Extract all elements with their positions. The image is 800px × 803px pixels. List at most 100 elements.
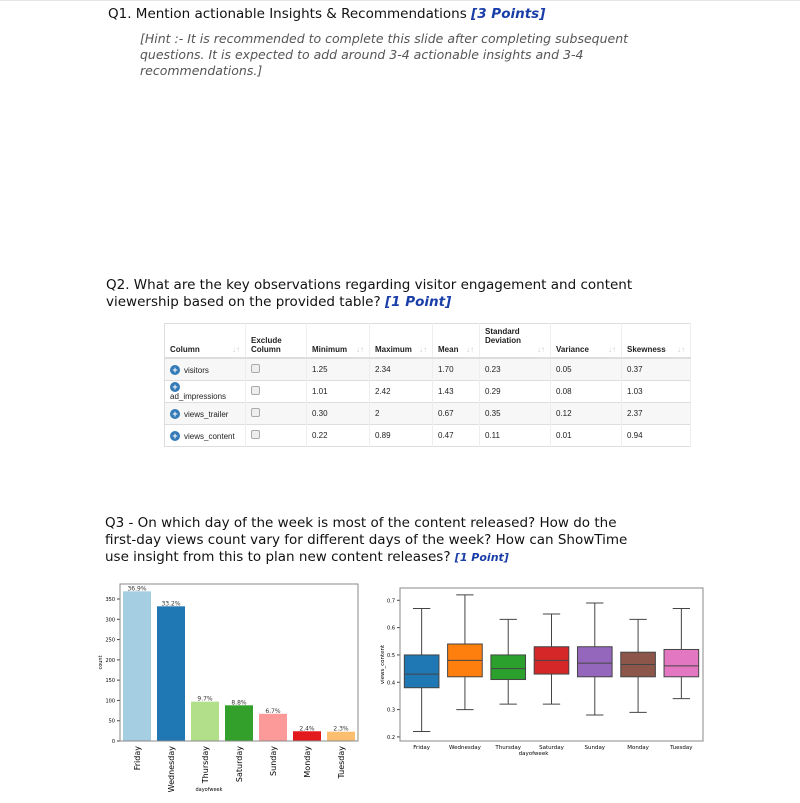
cell-value: 0.94 [621, 424, 691, 447]
x-tick-label: Thursday [494, 745, 521, 751]
bar [123, 591, 151, 741]
header-label: Variance [556, 345, 589, 354]
x-tick-label: Saturday [235, 746, 244, 782]
bar [259, 713, 287, 741]
box [490, 654, 527, 681]
release-count-bar-chart: 0 50 100 150 200 250 300 350 36.9% Friday 33.2% Wed… [98, 583, 359, 793]
cell-value: 0.30 [306, 402, 370, 425]
exclude-checkbox[interactable] [251, 386, 260, 395]
top-divider [0, 0, 800, 1]
header-label: Minimum [312, 345, 348, 354]
bar [327, 731, 355, 741]
y-tick-label: 250 [105, 638, 115, 644]
box [403, 654, 440, 689]
bar-data-label: 2.3% [333, 726, 349, 733]
cell-value: 2.37 [621, 402, 691, 425]
cell [245, 402, 307, 425]
cell-value: 1.43 [432, 380, 480, 403]
x-tick-label: Tuesday [337, 746, 346, 780]
y-tick-label: 350 [105, 597, 115, 603]
bar-data-label: 8.8% [231, 699, 247, 706]
y-tick-label: 0 [112, 739, 115, 745]
table-row: + views_content 0.22 0.89 0.47 0.11 0.01 0.94 [164, 424, 691, 447]
plot-frame [119, 583, 359, 742]
y-tick-label: 100 [105, 698, 115, 704]
column-header[interactable]: Variance ↓↑ [550, 323, 622, 359]
exclude-checkbox[interactable] [251, 430, 260, 439]
y-axis-label: count [98, 655, 104, 669]
sort-icon[interactable]: ↓↑ [537, 345, 545, 354]
expand-icon[interactable]: + [170, 364, 180, 375]
x-tick-label: Wednesday [167, 746, 176, 793]
sort-icon[interactable]: ↓↑ [466, 345, 474, 354]
column-header[interactable]: Standard Deviation ↓↑ [479, 323, 551, 359]
sort-icon[interactable]: ↓↑ [419, 345, 427, 354]
table-row: + visitors 1.25 2.34 1.70 0.23 0.05 0.37 [164, 357, 691, 381]
y-tick-label: 0.6 [387, 626, 395, 632]
expand-icon[interactable]: + [170, 382, 180, 392]
bar-data-label: 9.7% [197, 696, 213, 703]
bar [191, 701, 219, 741]
cell-value: 0.11 [479, 424, 551, 447]
box [576, 646, 613, 678]
x-tick-label: Thursday [201, 746, 210, 784]
cell [245, 380, 307, 403]
exclude-checkbox[interactable] [251, 408, 260, 417]
sort-icon[interactable]: ↓↑ [608, 345, 616, 354]
y-tick-label: 0.5 [387, 653, 395, 659]
column-name: views_trailer [184, 409, 229, 419]
q1-hint: [Hint :- It is recommended to complete t… [140, 31, 629, 78]
column-name: visitors [184, 365, 209, 375]
column-header[interactable]: Maximum ↓↑ [369, 323, 433, 359]
header-label: Column [170, 345, 200, 354]
bar [157, 606, 185, 741]
box [663, 648, 700, 678]
cell-value: 2.34 [369, 357, 433, 381]
column-header[interactable]: Skewness ↓↑ [621, 323, 691, 359]
bar-data-label: 36.9% [127, 585, 146, 592]
sort-icon[interactable]: ↓↑ [356, 345, 364, 354]
bar [293, 731, 321, 741]
x-tick-label: Friday [413, 745, 430, 751]
cell-value: 0.22 [306, 424, 370, 447]
expand-icon[interactable]: + [170, 430, 180, 441]
cell-value: 1.01 [306, 380, 370, 403]
exclude-checkbox[interactable] [251, 364, 260, 373]
x-tick-label: Sunday [269, 746, 278, 776]
column-name: ad_impressions [170, 392, 227, 401]
plot-frame [399, 587, 704, 742]
cell-value: 0.47 [432, 424, 480, 447]
summary-stats-table: Column ↓↑ Exclude Column Minimum ↓↑ Maximum ↓↑… [164, 323, 691, 447]
column-header[interactable]: Exclude Column [245, 323, 307, 359]
y-axis-label: views_content [380, 644, 386, 684]
cell-value: 1.25 [306, 357, 370, 381]
x-tick-label: Wednesday [449, 745, 482, 751]
x-tick-label: Friday [133, 746, 142, 771]
header-label: Standard Deviation [485, 327, 522, 345]
cell-value: 0.08 [550, 380, 622, 403]
q3-heading: Q3 - On which day of the week is most of… [105, 515, 628, 565]
column-header[interactable]: Column ↓↑ [164, 323, 246, 359]
header-label: Maximum [375, 345, 412, 354]
sort-icon[interactable]: ↓↑ [232, 345, 240, 354]
column-header[interactable]: Minimum ↓↑ [306, 323, 370, 359]
x-tick-label: Saturday [539, 745, 565, 751]
column-header[interactable]: Mean ↓↑ [432, 323, 480, 359]
cell-value: 0.23 [479, 357, 551, 381]
sort-icon[interactable]: ↓↑ [677, 345, 685, 354]
y-tick-label: 150 [105, 678, 115, 684]
cell [245, 424, 307, 447]
column-name: views_content [184, 431, 235, 441]
y-tick-label: 0.4 [387, 680, 395, 686]
cell-value: 0.01 [550, 424, 622, 447]
bar-data-label: 2.4% [299, 725, 315, 732]
y-tick-label: 0.7 [387, 598, 395, 604]
cell-value: 1.70 [432, 357, 480, 381]
cell: + views_trailer [164, 402, 246, 425]
cell [245, 357, 307, 381]
header-label: Exclude Column [251, 336, 282, 354]
cell: +ad_impressions [164, 380, 246, 403]
expand-icon[interactable]: + [170, 408, 180, 419]
bar-data-label: 6.7% [265, 708, 281, 715]
table-row: +ad_impressions 1.01 2.42 1.43 0.29 0.08 1.03 [164, 380, 691, 403]
